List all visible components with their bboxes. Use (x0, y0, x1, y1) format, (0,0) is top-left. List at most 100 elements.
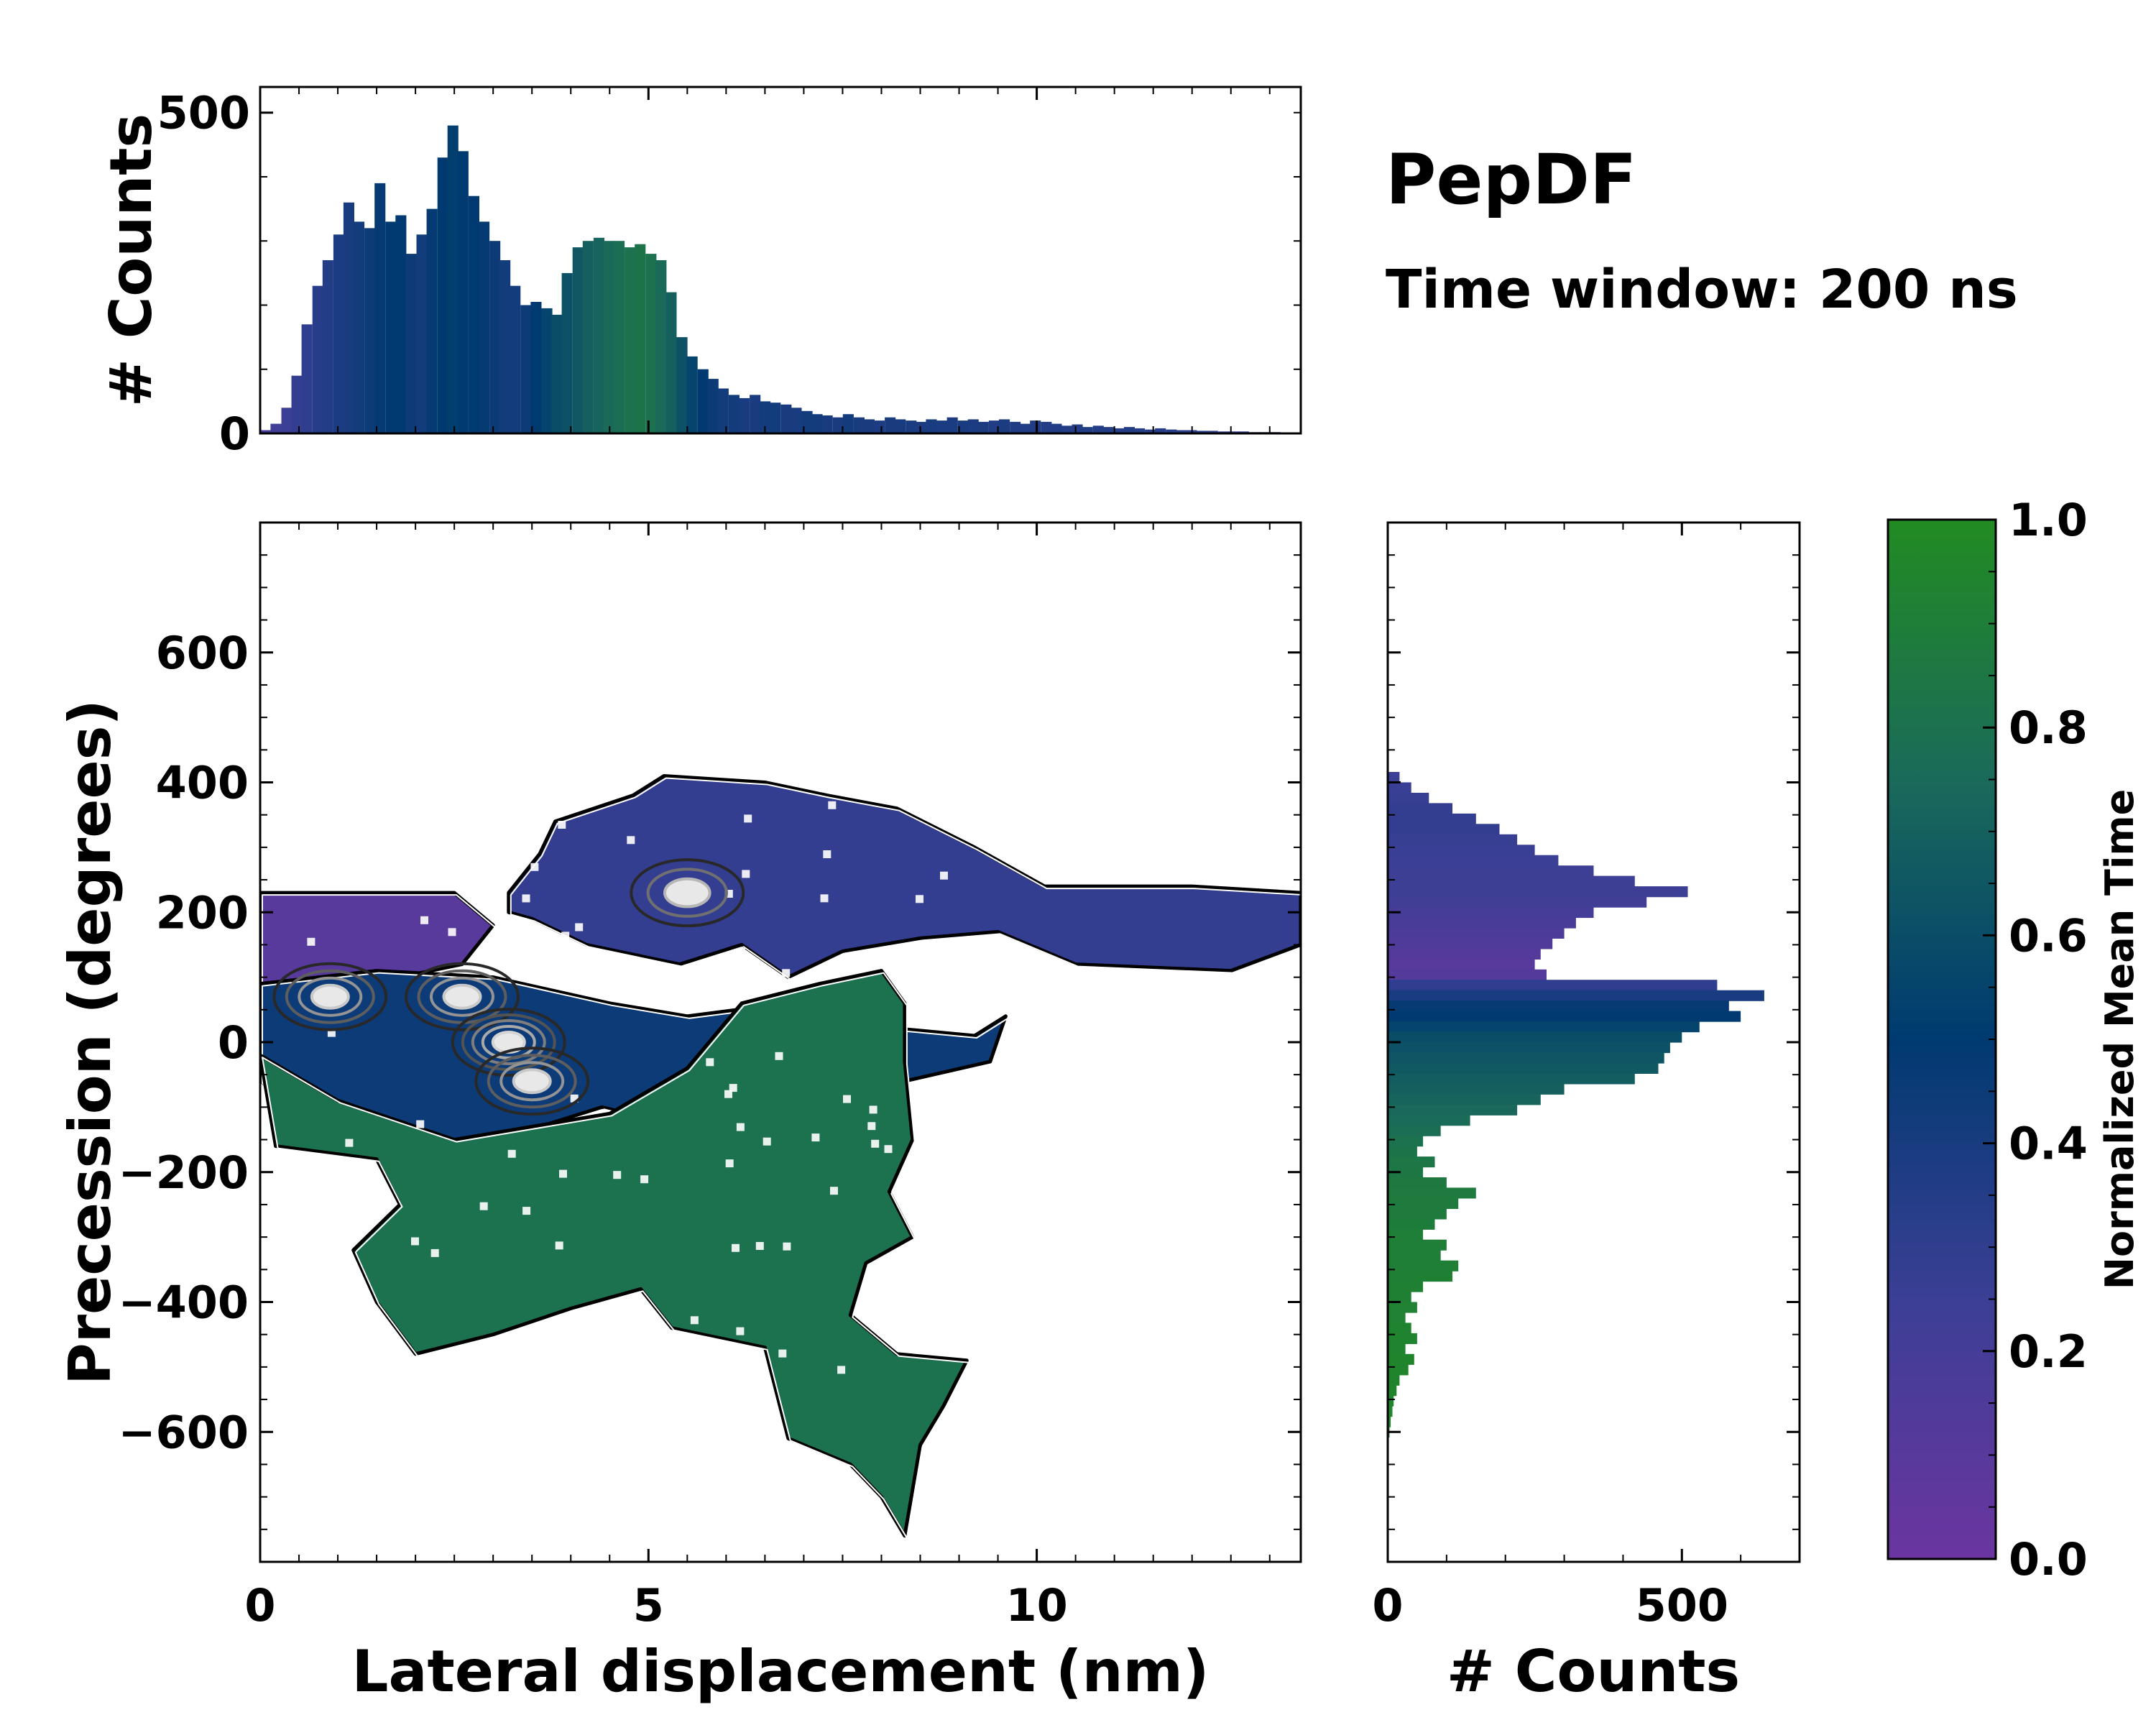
heatmap-empty-cell (964, 949, 973, 957)
right-histogram-bar (1388, 1000, 1729, 1012)
heatmap-empty-cell (416, 1120, 425, 1128)
heatmap-empty-cell (941, 1088, 950, 1097)
top-histogram-bar (717, 388, 729, 433)
heatmap-empty-cell (555, 1241, 563, 1250)
heatmap-empty-cell (724, 1090, 732, 1098)
top-histogram-bar (1051, 423, 1062, 433)
top-histogram: 0 500 # Counts (98, 86, 1302, 460)
heatmap-empty-cell (937, 1335, 946, 1343)
heatmap-region-halo (262, 972, 970, 1539)
top-histogram-bar (946, 417, 958, 433)
density-contour (663, 877, 711, 908)
heatmap-region (507, 774, 1301, 980)
heatmap-empty-cell (307, 937, 315, 946)
top-histogram-bar (728, 395, 740, 433)
top-histogram-bar (1197, 431, 1208, 433)
heatmap-empty-cell (323, 1289, 331, 1298)
colorbar-tick-label: 0.2 (2009, 1325, 2088, 1378)
heatmap-empty-cell (1226, 1269, 1235, 1278)
main-ytick-label: −400 (119, 1276, 249, 1329)
top-histogram-bar (1166, 429, 1177, 433)
top-histogram-bar (926, 419, 937, 433)
heatmap-empty-cell (736, 1327, 745, 1335)
density-contour (474, 1046, 590, 1116)
heatmap-empty-cell (823, 850, 831, 858)
heatmap-empty-cell (420, 916, 428, 924)
density-contour (310, 983, 350, 1010)
heatmap-empty-cell (561, 932, 570, 940)
right-histogram-bars (1388, 772, 1764, 1438)
right-histogram-bar (1388, 782, 1411, 794)
right-histogram-bar (1388, 1374, 1400, 1386)
heatmap-empty-cell (1158, 1136, 1167, 1145)
right-histogram-bar (1388, 1229, 1424, 1241)
density-contour (272, 962, 388, 1031)
heatmap-empty-cell (828, 801, 837, 809)
right-histogram-bar (1388, 1094, 1541, 1105)
heatmap-empty-cell (744, 814, 752, 823)
top-histogram-bar (561, 272, 573, 433)
top-histogram-bar (614, 241, 625, 433)
top-histogram-bar (832, 417, 844, 433)
top-histogram-bar (635, 244, 646, 433)
top-histogram-bar (603, 241, 614, 433)
right-histogram-bar (1388, 772, 1400, 783)
top-histogram-bar (957, 420, 969, 433)
heatmap-empty-cell (1036, 998, 1044, 1006)
right-histogram: 0 500 # Counts (1372, 521, 1801, 1705)
heatmap-empty-cell (1132, 814, 1141, 822)
right-histogram-bar (1388, 1021, 1700, 1033)
heatmap-empty-cell (904, 1329, 913, 1338)
heatmap-empty-cell (1226, 1190, 1235, 1198)
top-histogram-bar (1092, 426, 1104, 433)
main-ticks: 0 5 10 −600 −400 −200 0 200 400 600 (119, 521, 1301, 1632)
top-histogram-bar (405, 254, 417, 433)
heatmap-empty-cell (522, 1207, 531, 1215)
heatmap-empty-cell (459, 1379, 467, 1388)
main-heatmap-panel: 0 5 10 −600 −400 −200 0 200 400 600 Lateral displ… (57, 521, 1302, 1705)
colorbar-gradient (1886, 518, 1997, 1560)
heatmap-empty-cell (959, 1001, 968, 1010)
top-histogram-bar (468, 196, 479, 433)
right-histogram-bar (1388, 1281, 1424, 1292)
top-histogram-bar (572, 247, 584, 433)
top-histogram-bar (520, 305, 532, 433)
right-histogram-bar (1388, 834, 1518, 845)
figure-subtitle: Time window: 200 ns (1386, 259, 2018, 321)
top-histogram-bars (260, 125, 1302, 434)
heatmap-empty-cell (327, 1029, 336, 1037)
main-xtick-label: 10 (1005, 1579, 1067, 1632)
heatmap-empty-cell (1210, 813, 1219, 822)
density-contour (430, 976, 494, 1017)
top-histogram-bar (312, 285, 323, 433)
heatmap-empty-cell (470, 1351, 478, 1359)
figure-title: PepDF (1386, 139, 1636, 220)
top-histogram-bar (426, 208, 438, 433)
top-histogram-bar (625, 247, 636, 433)
heatmap-empty-cell (345, 1138, 354, 1147)
heatmap-empty-cell (985, 972, 994, 980)
density-contours (272, 858, 745, 1116)
density-contour (451, 1008, 566, 1077)
right-histogram-bar (1388, 1208, 1447, 1220)
heatmap-empty-cell (729, 1084, 737, 1092)
top-histogram-ticks: 0 500 (157, 87, 1301, 460)
right-histogram-bar (1388, 1031, 1682, 1043)
top-histogram-bar (291, 375, 303, 433)
density-contour (298, 976, 363, 1017)
top-histogram-bar (447, 125, 459, 433)
colorbar-tick-label: 1.0 (2009, 494, 2088, 546)
right-xtick-label: 0 (1372, 1579, 1403, 1632)
heatmap-empty-cell (1118, 1294, 1125, 1303)
top-histogram-bar (343, 202, 354, 433)
heatmap-empty-cell (415, 854, 424, 862)
heatmap-empty-cell (1020, 1302, 1028, 1311)
heatmap-empty-cell (385, 801, 394, 809)
heatmap-empty-cell (305, 1169, 314, 1178)
heatmap-empty-cell (690, 1316, 699, 1325)
main-ytick-label: −200 (119, 1146, 249, 1199)
top-histogram-bar (655, 260, 667, 433)
colorbar-ticks: 0.0 0.2 0.4 0.6 0.8 1.0 (1983, 494, 2088, 1586)
heatmap-empty-cell (995, 1006, 1003, 1015)
